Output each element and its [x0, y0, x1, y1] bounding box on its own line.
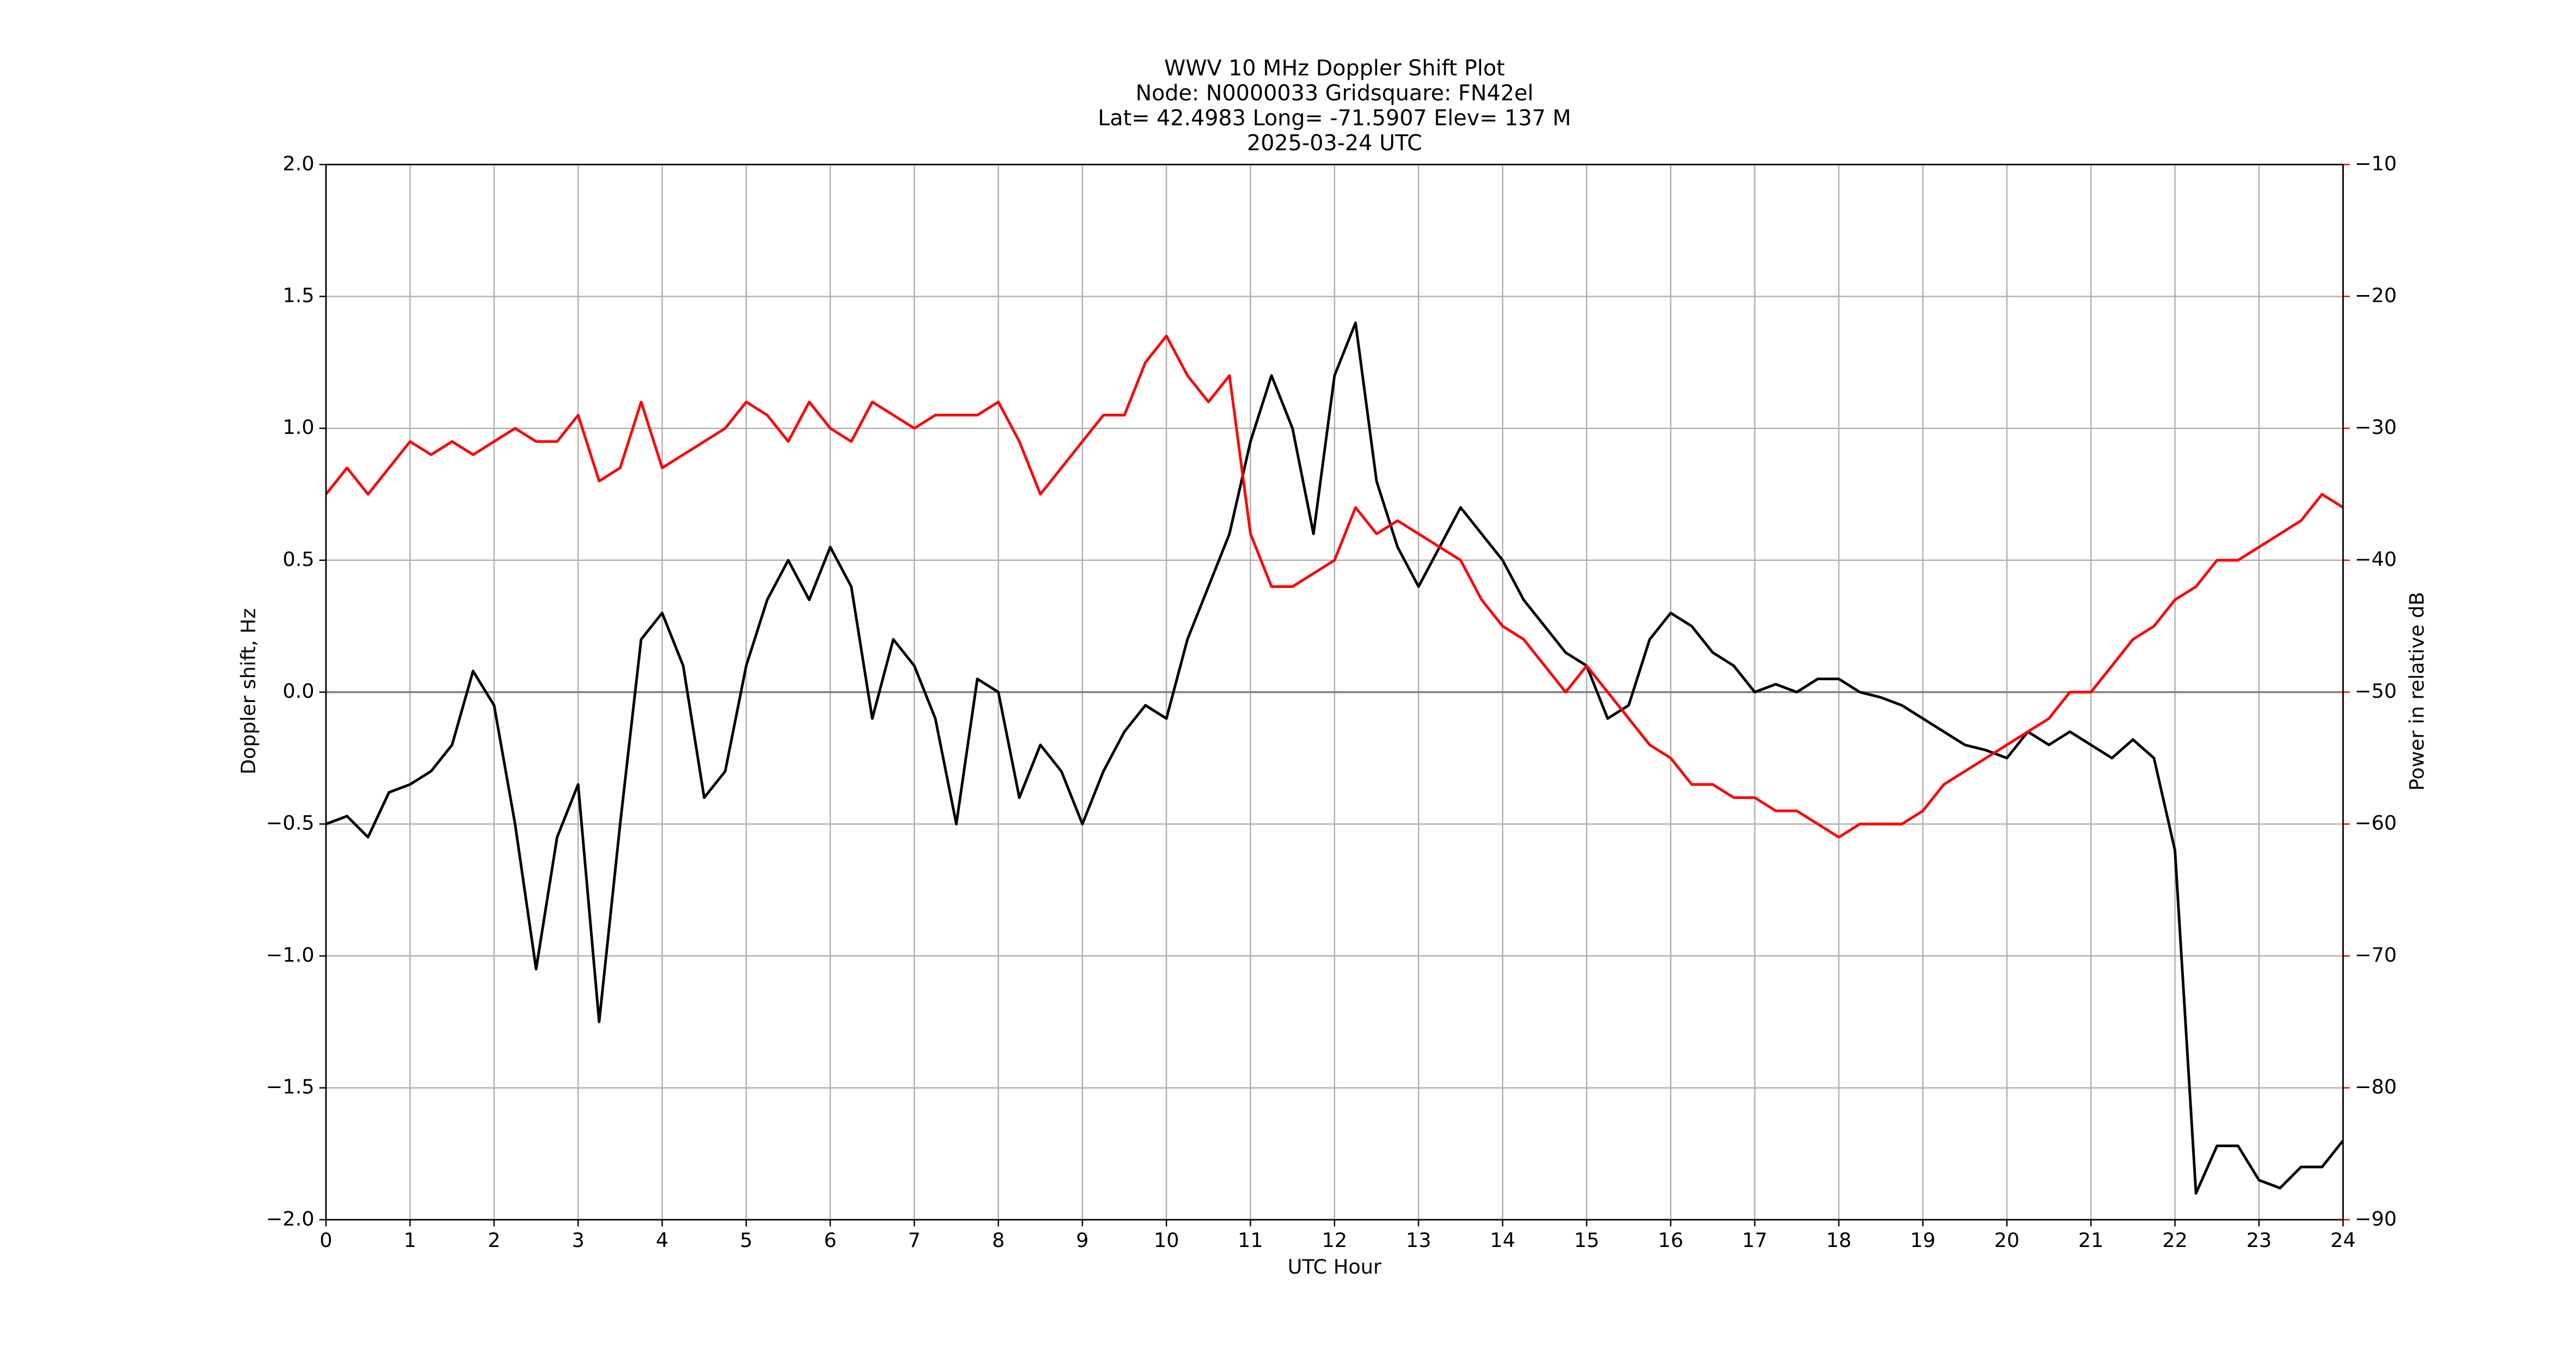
x-tick-label: 13	[1406, 1229, 1431, 1252]
data-line	[326, 335, 2343, 839]
y2-tick-label: −90	[2355, 1207, 2397, 1230]
chart-title: WWV 10 MHz Doppler Shift Plot	[1164, 56, 1505, 81]
y-tick-label: 1.5	[283, 284, 314, 307]
y-tick-label: −1.0	[266, 943, 314, 967]
y-tick-label: 2.0	[283, 152, 314, 175]
y-tick-label: 0.0	[283, 680, 314, 703]
x-tick-label: 17	[1742, 1229, 1767, 1252]
x-tick-label: 12	[1322, 1229, 1347, 1252]
x-tick-label: 18	[1826, 1229, 1851, 1252]
x-tick-label: 1	[403, 1229, 416, 1252]
data-line	[326, 321, 2343, 1195]
x-tick-label: 15	[1574, 1229, 1599, 1252]
plot-frame	[325, 163, 2344, 1221]
y2-tick-label: −10	[2355, 152, 2397, 175]
x-tick-label: 20	[1994, 1229, 2020, 1252]
y-tick-label: 0.5	[283, 547, 314, 571]
y-axis-label: Doppler shift, Hz	[237, 608, 260, 775]
y-tick-label: 1.0	[283, 415, 314, 439]
x-tick-label: 10	[1154, 1229, 1179, 1252]
y-tick-label: −2.0	[266, 1207, 314, 1230]
y2-tick-label: −40	[2355, 547, 2397, 571]
chart-subtitle: Lat= 42.4983 Long= -71.5907 Elev= 137 M	[1098, 106, 1571, 131]
y2-tick-label: −50	[2355, 680, 2397, 703]
chart-subtitle: Node: N0000033 Gridsquare: FN42el	[1136, 81, 1534, 106]
x-tick-label: 22	[2162, 1229, 2188, 1252]
chart-subtitle: 2025-03-24 UTC	[1247, 131, 1422, 156]
x-tick-label: 14	[1490, 1229, 1515, 1252]
x-tick-label: 11	[1238, 1229, 1263, 1252]
x-tick-label: 4	[656, 1229, 668, 1252]
y-tick-label: −0.5	[266, 811, 314, 835]
x-tick-label: 3	[572, 1229, 584, 1252]
x-tick-label: 6	[824, 1229, 836, 1252]
x-tick-label: 5	[740, 1229, 752, 1252]
x-tick-label: 0	[319, 1229, 332, 1252]
x-tick-label: 7	[908, 1229, 920, 1252]
y-tick-label: −1.5	[266, 1075, 314, 1098]
x-tick-label: 21	[2078, 1229, 2104, 1252]
x-axis-label: UTC Hour	[1287, 1255, 1382, 1278]
x-tick-label: 23	[2246, 1229, 2272, 1252]
y2-tick-label: −80	[2355, 1075, 2397, 1098]
x-tick-label: 8	[992, 1229, 1004, 1252]
x-tick-label: 16	[1658, 1229, 1683, 1252]
y2-axis-label: Power in relative dB	[2405, 592, 2428, 791]
x-tick-label: 9	[1076, 1229, 1088, 1252]
y2-tick-label: −60	[2355, 811, 2397, 835]
x-tick-label: 19	[1910, 1229, 1936, 1252]
y2-tick-label: −30	[2355, 415, 2397, 439]
y2-tick-label: −70	[2355, 943, 2397, 967]
y2-tick-label: −20	[2355, 284, 2397, 307]
x-tick-label: 24	[2330, 1229, 2356, 1252]
x-tick-label: 2	[488, 1229, 500, 1252]
